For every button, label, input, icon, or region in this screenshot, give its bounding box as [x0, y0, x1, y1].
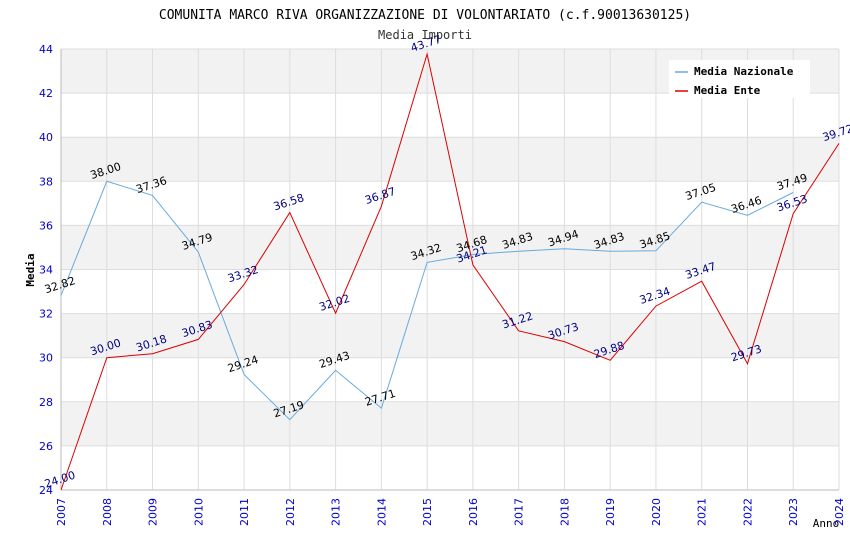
x-tick-label: 2010 — [192, 498, 205, 526]
series-lines — [60, 52, 840, 491]
plot-band — [61, 313, 839, 358]
y-tick-label: 30 — [39, 352, 53, 365]
x-tick-label: 2012 — [284, 498, 297, 526]
x-tick-label: 2008 — [101, 498, 114, 526]
series-line-media-nazionale — [60, 180, 794, 421]
x-tick-label: 2022 — [741, 498, 754, 526]
y-tick-label: 38 — [39, 175, 53, 188]
y-tick-label: 26 — [39, 440, 53, 453]
y-tick-label: 24 — [39, 484, 53, 497]
x-axis-label: Anno — [813, 517, 840, 530]
x-tick-label: 2023 — [787, 498, 800, 526]
legend-entry-media-ente: Media Ente — [694, 84, 761, 97]
y-tick-label: 28 — [39, 396, 53, 409]
x-tick-label: 2021 — [696, 498, 709, 526]
legend-entry-media-nazionale: Media Nazionale — [694, 65, 794, 78]
x-tick-label: 2009 — [147, 498, 160, 526]
x-tick-label: 2011 — [238, 498, 251, 526]
series-line-media-ente — [60, 52, 840, 491]
x-axis-ticks: 2007 2008 2009 2010 2011 2012 2013 2014 2015 2016… — [55, 498, 846, 526]
plot-band — [61, 225, 839, 270]
x-tick-label: 2019 — [604, 498, 617, 526]
y-tick-label: 36 — [39, 219, 53, 232]
x-tick-label: 2024 — [833, 498, 846, 526]
plot-band — [61, 357, 839, 402]
chart-title: COMUNITA MARCO RIVA ORGANIZZAZIONE DI VO… — [159, 8, 691, 23]
plot-bands — [61, 49, 839, 490]
x-tick-label: 2013 — [330, 498, 343, 526]
y-axis-label: Media — [24, 253, 37, 286]
y-tick-label: 40 — [39, 131, 53, 144]
plot-band — [61, 401, 839, 446]
x-tick-label: 2015 — [421, 498, 434, 526]
x-tick-label: 2014 — [375, 498, 388, 526]
plot-band — [61, 269, 839, 314]
x-tick-label: 2007 — [55, 498, 68, 526]
plot-band — [61, 181, 839, 226]
legend: Media Nazionale Media Ente — [669, 60, 810, 98]
grid-lines — [60, 48, 840, 491]
legend-box — [669, 60, 810, 98]
x-tick-label: 2017 — [513, 498, 526, 526]
y-tick-label: 32 — [39, 308, 53, 321]
y-tick-label: 34 — [39, 264, 53, 277]
y-tick-label: 44 — [39, 43, 53, 56]
plot-band — [61, 93, 839, 138]
y-tick-label: 42 — [39, 87, 53, 100]
x-tick-label: 2018 — [558, 498, 571, 526]
x-tick-label: 2016 — [467, 498, 480, 526]
x-tick-label: 2020 — [650, 498, 663, 526]
y-axis-ticks: 24 26 28 30 32 34 36 38 40 42 44 — [39, 43, 53, 497]
plot-band — [61, 445, 839, 490]
chart-subtitle: Media Importi — [378, 28, 472, 42]
